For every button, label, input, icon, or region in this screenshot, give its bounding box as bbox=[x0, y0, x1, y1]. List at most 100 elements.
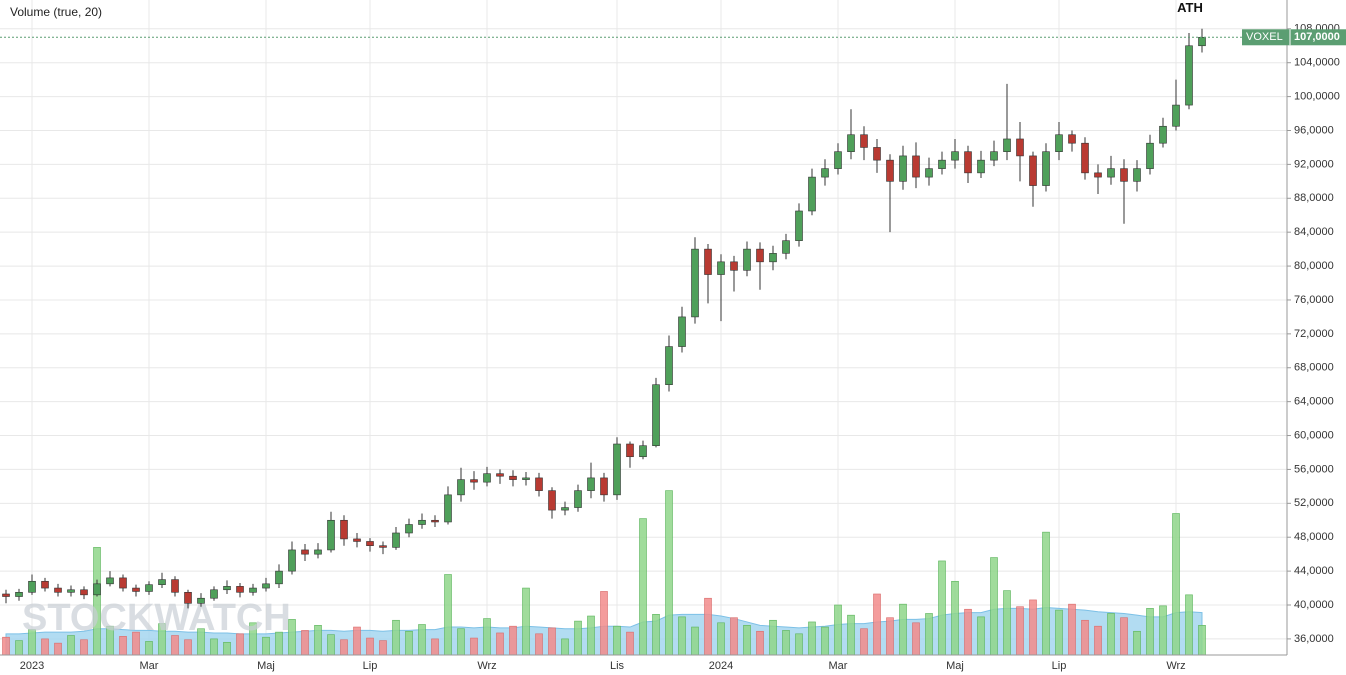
x-tick-label: Lip bbox=[1052, 660, 1067, 672]
candle-body bbox=[691, 248, 699, 318]
candle-body bbox=[652, 384, 660, 447]
candle-body bbox=[1172, 104, 1180, 127]
volume-bar bbox=[1198, 625, 1206, 656]
y-tick-label: 92,0000 bbox=[1294, 158, 1334, 170]
volume-bar bbox=[535, 633, 543, 656]
candle-body bbox=[353, 538, 361, 542]
volume-bar bbox=[1068, 603, 1076, 656]
y-tick-label: 44,0000 bbox=[1294, 565, 1334, 577]
volume-bar bbox=[730, 617, 738, 656]
y-tick-label: 80,0000 bbox=[1294, 260, 1334, 272]
y-tick-label: 96,0000 bbox=[1294, 124, 1334, 136]
candle-body bbox=[93, 583, 101, 596]
candle-body bbox=[418, 519, 426, 525]
candle-body bbox=[626, 443, 634, 458]
annotation: ATH bbox=[1177, 0, 1203, 15]
volume-bar bbox=[704, 597, 712, 656]
candle-body bbox=[899, 155, 907, 182]
candle-body bbox=[639, 445, 647, 458]
volume-bar bbox=[223, 641, 231, 656]
volume-bar bbox=[1159, 605, 1167, 656]
volume-bar bbox=[912, 622, 920, 656]
candle-body bbox=[717, 261, 725, 275]
candle-body bbox=[847, 134, 855, 152]
volume-bar bbox=[1029, 599, 1037, 656]
candle-body bbox=[210, 589, 218, 599]
volume-bar bbox=[353, 626, 361, 656]
candle-body bbox=[613, 443, 621, 496]
volume-bar bbox=[587, 615, 595, 656]
candle-body bbox=[80, 589, 88, 596]
candle-body bbox=[977, 159, 985, 174]
volume-bar bbox=[847, 614, 855, 656]
candle-body bbox=[392, 532, 400, 548]
candle-body bbox=[912, 155, 920, 178]
volume-bar bbox=[54, 642, 62, 656]
volume-bar bbox=[483, 618, 491, 656]
candle-body bbox=[951, 151, 959, 161]
volume-bar bbox=[392, 619, 400, 656]
y-tick-label: 36,0000 bbox=[1294, 633, 1334, 645]
y-tick-label: 72,0000 bbox=[1294, 328, 1334, 340]
candle-body bbox=[522, 477, 530, 480]
last-price-box bbox=[1242, 29, 1346, 46]
candle-body bbox=[600, 477, 608, 496]
volume-bar bbox=[951, 580, 959, 656]
candle-body bbox=[236, 586, 244, 593]
last-price-label: 107,0000 bbox=[1294, 31, 1340, 43]
y-tick-label: 52,0000 bbox=[1294, 497, 1334, 509]
candle-body bbox=[821, 168, 829, 178]
volume-bar bbox=[821, 626, 829, 656]
candle-body bbox=[743, 248, 751, 271]
candle-body bbox=[431, 519, 439, 523]
volume-bar bbox=[860, 628, 868, 656]
volume-bar bbox=[327, 634, 335, 656]
candle-body bbox=[197, 597, 205, 604]
candle-body bbox=[132, 587, 140, 592]
y-tick-label: 76,0000 bbox=[1294, 294, 1334, 306]
volume-bar bbox=[756, 630, 764, 656]
candle-body bbox=[1029, 155, 1037, 186]
candle-body bbox=[366, 541, 374, 546]
volume-bar bbox=[743, 625, 751, 656]
volume-bar bbox=[626, 631, 634, 656]
volume-bar bbox=[834, 604, 842, 656]
x-tick-label: 2023 bbox=[20, 660, 44, 672]
candle-body bbox=[587, 477, 595, 491]
volume-bar bbox=[1120, 617, 1128, 656]
candle-body bbox=[184, 591, 192, 604]
candle-body bbox=[873, 147, 881, 161]
y-tick-label: 108,0000 bbox=[1294, 23, 1340, 35]
last-price-name: VOXEL bbox=[1246, 31, 1283, 43]
y-tick-label: 104,0000 bbox=[1294, 57, 1340, 69]
x-tick-label: Lis bbox=[610, 660, 625, 672]
candle-body bbox=[340, 519, 348, 540]
y-tick-label: 48,0000 bbox=[1294, 531, 1334, 543]
volume-bar bbox=[990, 557, 998, 656]
volume-bar bbox=[1042, 531, 1050, 656]
candle-body bbox=[860, 134, 868, 148]
volume-bar bbox=[548, 627, 556, 656]
y-tick-label: 88,0000 bbox=[1294, 192, 1334, 204]
candle-body bbox=[509, 475, 517, 480]
candle-body bbox=[496, 473, 504, 477]
candle-body bbox=[730, 261, 738, 271]
candle-body bbox=[769, 253, 777, 263]
volume-bar bbox=[769, 619, 777, 656]
volume-bar bbox=[509, 625, 517, 656]
volume-bar bbox=[301, 630, 309, 656]
y-tick-label: 60,0000 bbox=[1294, 429, 1334, 441]
candle-body bbox=[756, 248, 764, 263]
volume-bar bbox=[470, 637, 478, 656]
y-tick-label: 40,0000 bbox=[1294, 599, 1334, 611]
candle-body bbox=[1042, 151, 1050, 186]
candle-body bbox=[470, 479, 478, 483]
candle-body bbox=[704, 248, 712, 275]
candle-body bbox=[379, 545, 387, 548]
volume-bar bbox=[2, 636, 10, 656]
volume-bar bbox=[496, 632, 504, 656]
x-tick-label: Maj bbox=[946, 660, 964, 672]
candle-body bbox=[2, 593, 10, 597]
